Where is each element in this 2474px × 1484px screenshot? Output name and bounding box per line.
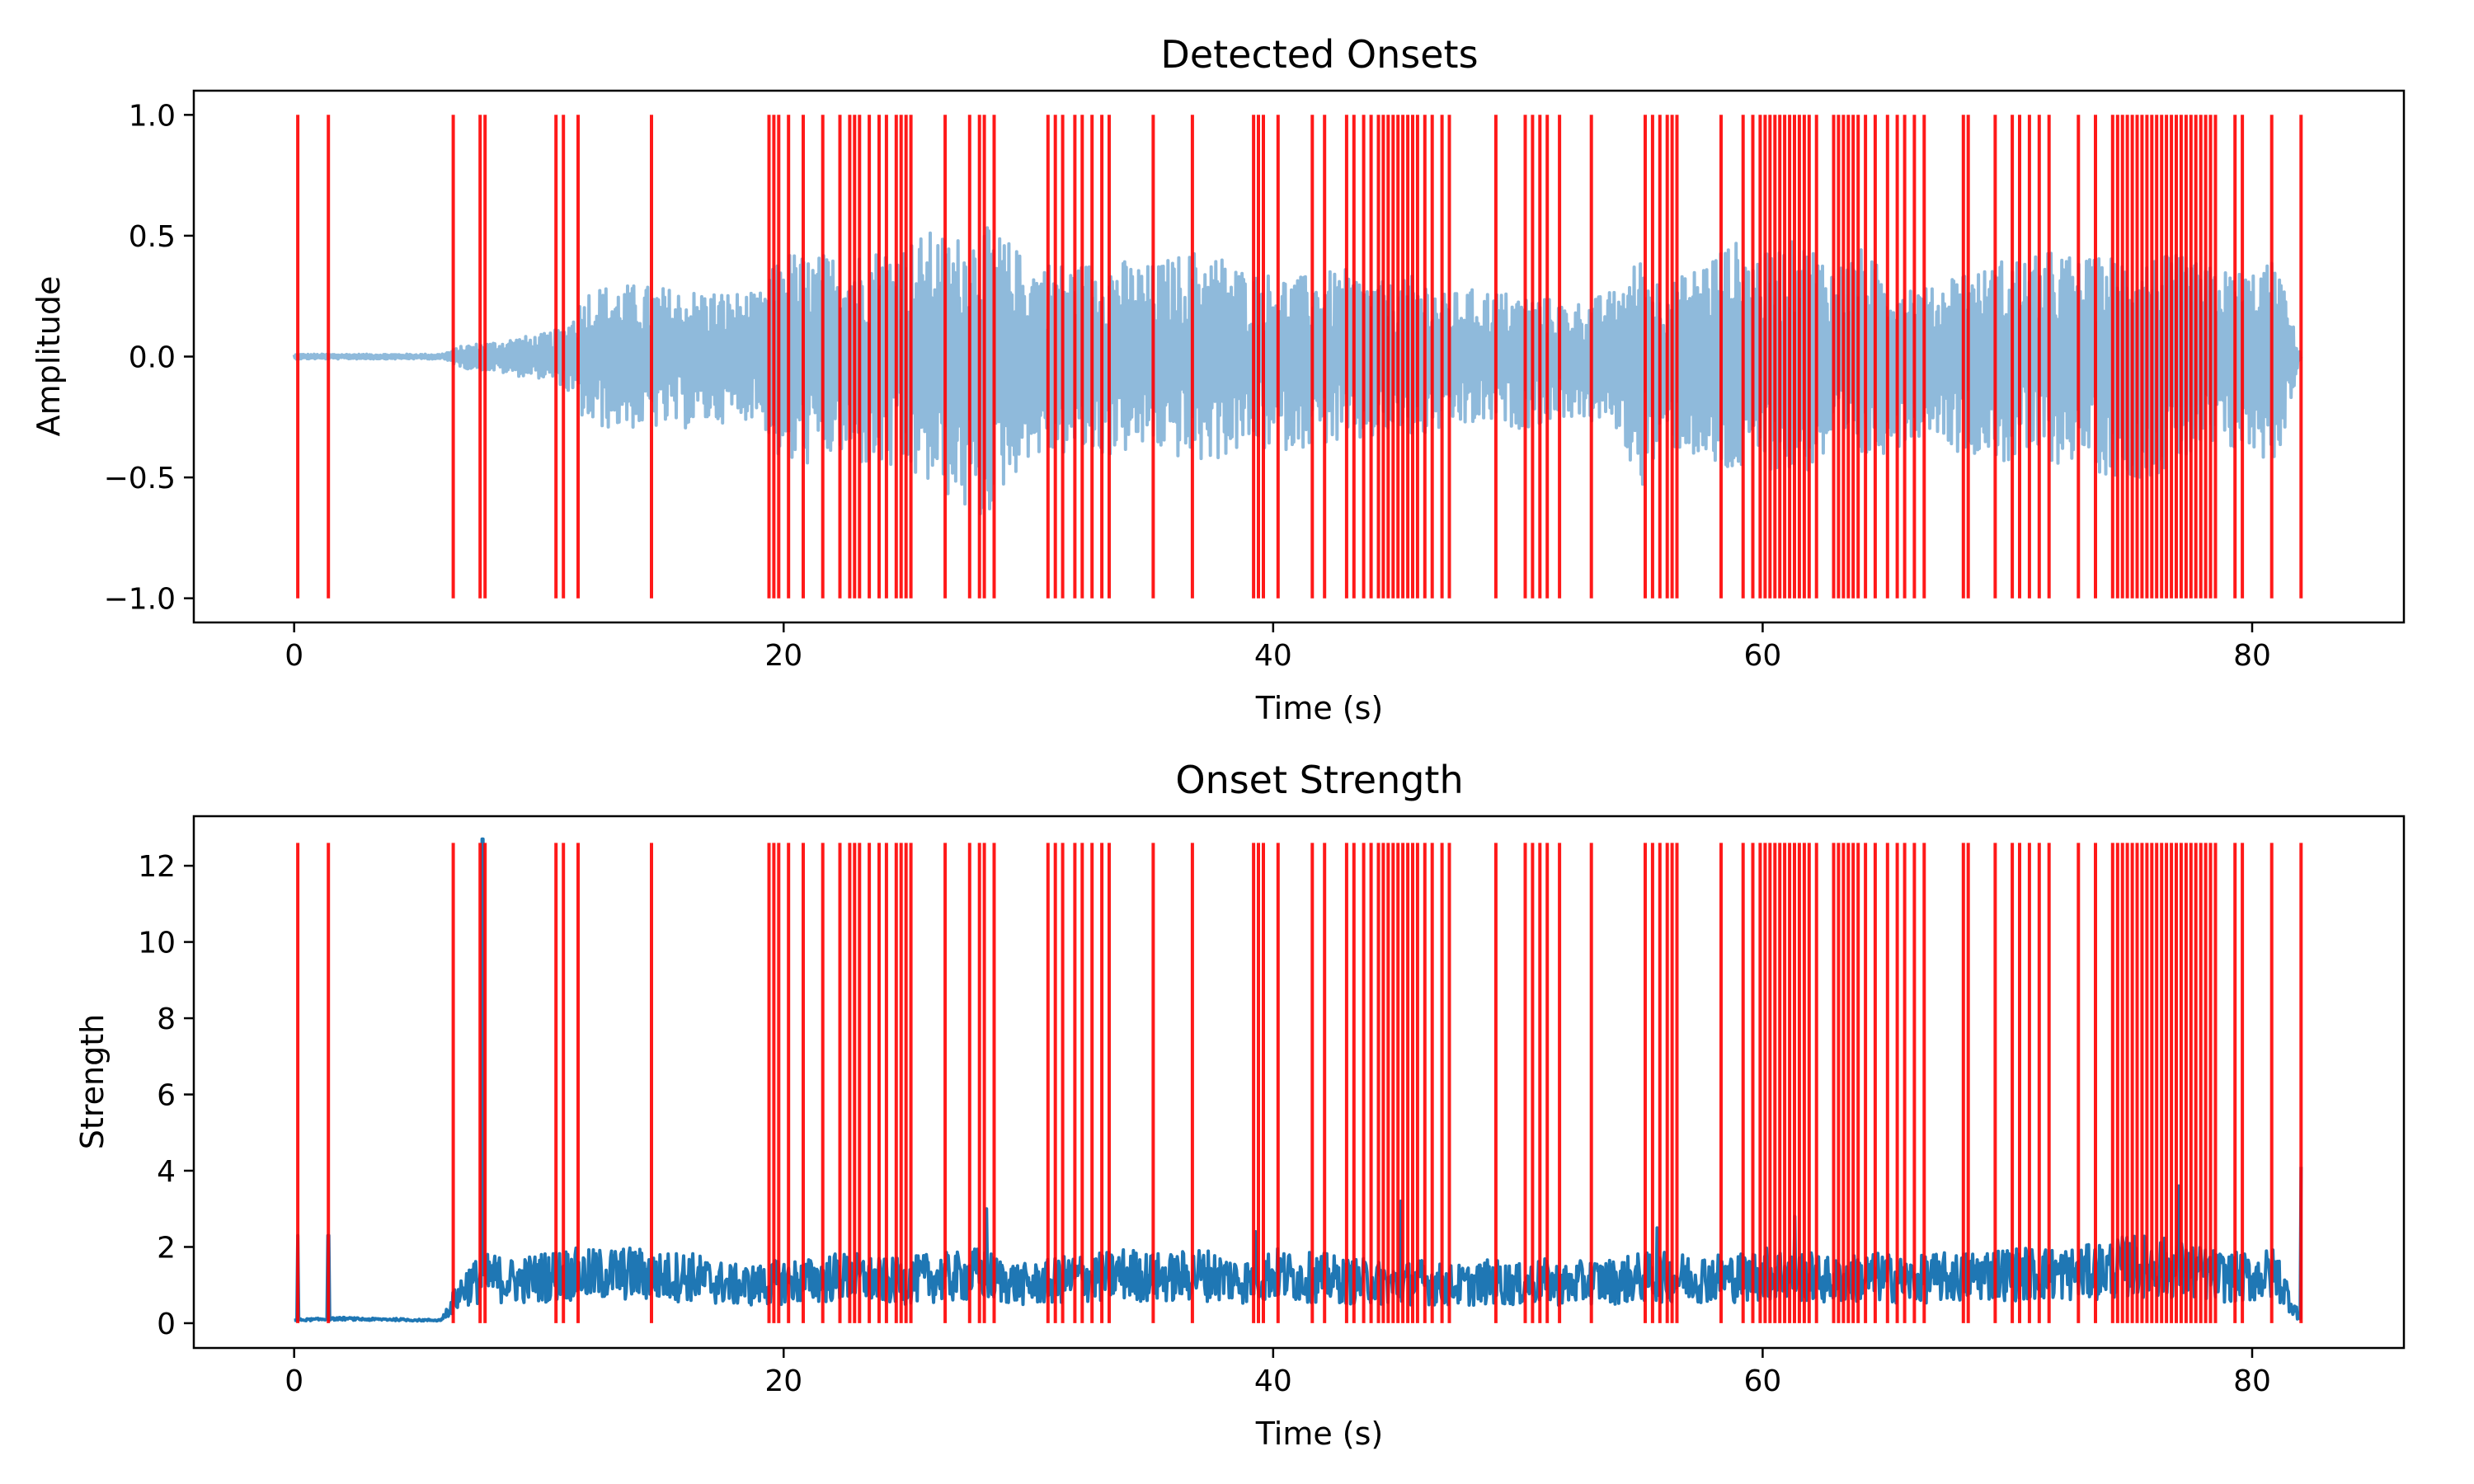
x-tick-label: 40 (1254, 639, 1292, 673)
onset-strength-panel: Onset Strength 0 20 40 60 80 0 2 4 6 8 10 12 Time … (74, 758, 2406, 1452)
x-tick-label: 0 (285, 639, 303, 673)
x-tick-label: 60 (1744, 1364, 1782, 1398)
detected-onsets-x-axis-label: Time (s) (1255, 690, 1384, 726)
detected-onsets-panel: Detected Onsets 0 20 40 60 80 1.0 0.5 0.0 −0.5 −… (31, 32, 2406, 726)
y-tick-label: 0.5 (129, 220, 176, 254)
y-tick-label: 8 (157, 1003, 176, 1036)
x-tick-label: 40 (1254, 1364, 1292, 1398)
y-tick-label: 0 (157, 1308, 176, 1341)
x-tick-label: 60 (1744, 639, 1782, 673)
x-tick-label: 20 (764, 1364, 802, 1398)
x-tick-label: 0 (285, 1364, 303, 1398)
y-tick-label: −0.5 (104, 462, 176, 495)
detected-onsets-y-ticks: 1.0 0.5 0.0 −0.5 −1.0 (104, 99, 194, 617)
x-tick-label: 20 (764, 639, 802, 673)
x-tick-label: 80 (2233, 1364, 2271, 1398)
detected-onsets-y-axis-label: Amplitude (31, 276, 67, 437)
onset-strength-title: Onset Strength (1175, 758, 1463, 802)
y-tick-label: −1.0 (104, 583, 176, 617)
y-tick-label: 4 (157, 1155, 176, 1189)
y-tick-label: 12 (138, 850, 176, 884)
detected-onsets-x-ticks: 0 20 40 60 80 (285, 622, 2271, 673)
onset-strength-axes-frame (192, 815, 2406, 1350)
onset-strength-x-ticks: 0 20 40 60 80 (285, 1348, 2271, 1398)
onset-strength-y-ticks: 0 2 4 6 8 10 12 (138, 850, 194, 1341)
y-tick-label: 0.0 (129, 341, 176, 375)
detected-onsets-plot-area (292, 115, 2303, 599)
y-tick-label: 2 (157, 1231, 176, 1265)
y-tick-label: 1.0 (129, 99, 176, 133)
y-tick-label: 6 (157, 1079, 176, 1113)
onset-strength-plot-area (293, 837, 2303, 1323)
onset-strength-y-axis-label: Strength (74, 1014, 111, 1149)
x-tick-label: 80 (2233, 639, 2271, 673)
y-tick-label: 10 (138, 927, 176, 960)
detected-onsets-title: Detected Onsets (1160, 32, 1478, 77)
onset-strength-x-axis-label: Time (s) (1255, 1416, 1384, 1452)
